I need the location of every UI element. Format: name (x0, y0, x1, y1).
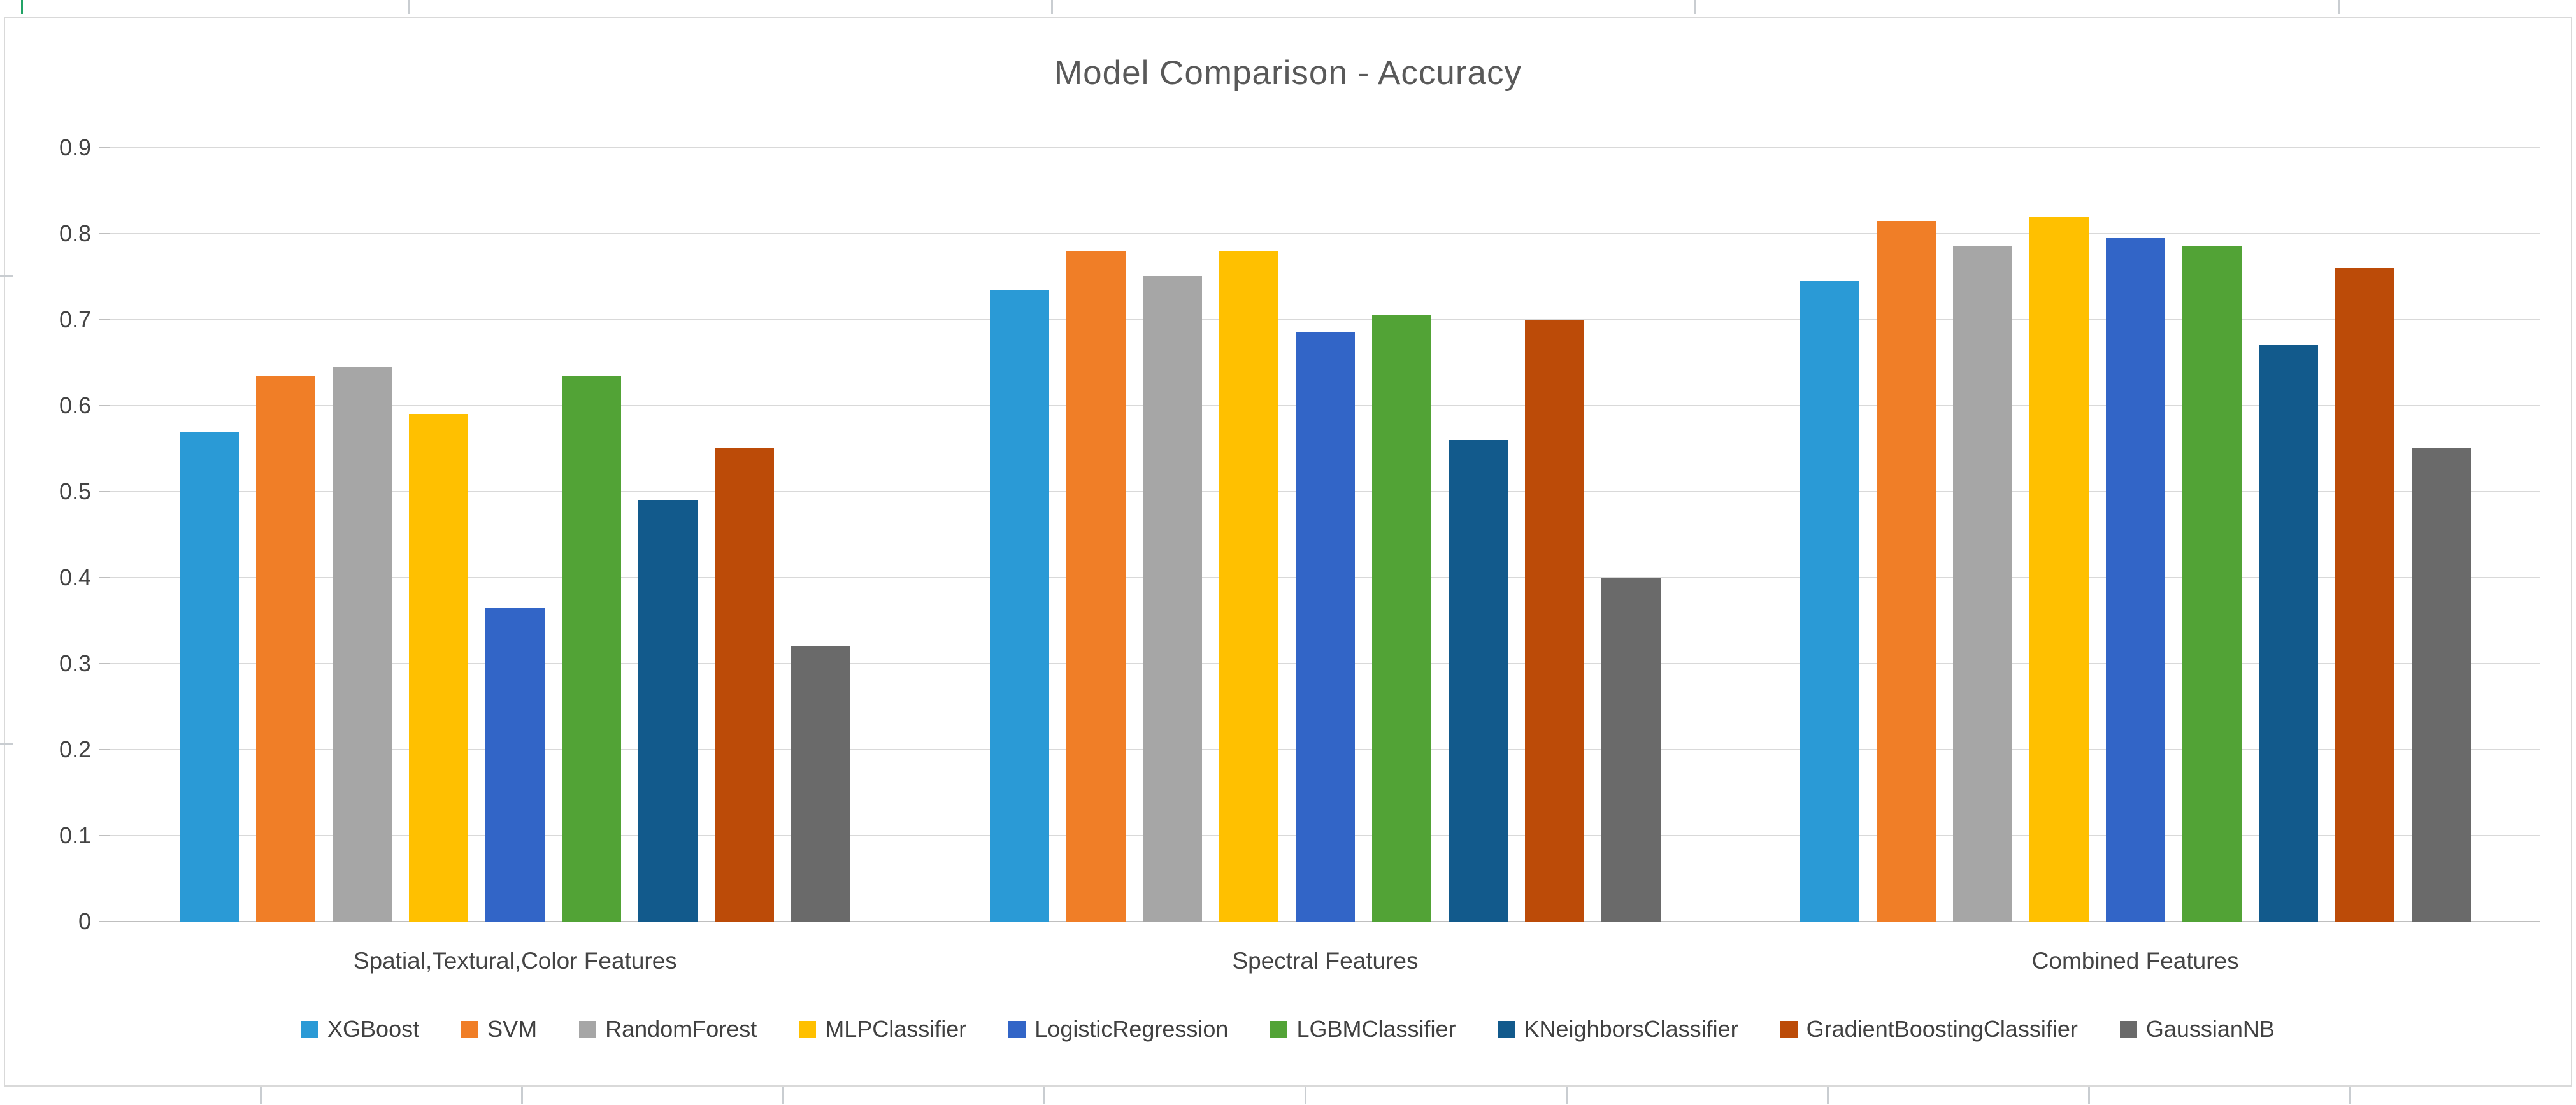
gridline-0.8 (110, 233, 2540, 234)
y-axis-label: 0.4 (59, 564, 91, 590)
legend-item-RandomForest[interactable]: RandomForest (579, 1018, 757, 1041)
y-axis-label: 0.1 (59, 822, 91, 848)
bar-LogisticRegression-group2[interactable] (1296, 332, 1355, 922)
legend-swatch-SVM (461, 1020, 479, 1038)
legend-label: XGBoost (327, 1016, 420, 1042)
legend-swatch-KNeighborsClassifier (1498, 1020, 1515, 1038)
bar-MLPClassifier-group2[interactable] (1219, 251, 1278, 922)
gridline-0.9 (110, 147, 2540, 148)
legend-label: RandomForest (605, 1016, 757, 1042)
y-axis-label: 0.2 (59, 736, 91, 762)
legend-item-LGBMClassifier[interactable]: LGBMClassifier (1270, 1018, 1456, 1041)
y-axis-label: 0.8 (59, 220, 91, 246)
gridline-0 (110, 921, 2540, 922)
y-axis-tick (99, 835, 110, 836)
bar-LogisticRegression-group3[interactable] (2106, 238, 2165, 922)
bar-KNeighborsClassifier-group2[interactable] (1449, 440, 1508, 922)
y-axis-tick (99, 491, 110, 492)
bar-GradientBoostingClassifier-group1[interactable] (715, 448, 774, 922)
legend-item-MLPClassifier[interactable]: MLPClassifier (799, 1018, 966, 1041)
y-axis-label: 0 (78, 908, 91, 934)
legend-item-GradientBoostingClassifier[interactable]: GradientBoostingClassifier (1780, 1018, 2078, 1041)
y-axis-tick (99, 405, 110, 406)
y-axis-tick (99, 921, 110, 922)
bar-GaussianNB-group3[interactable] (2412, 448, 2471, 922)
legend-label: LGBMClassifier (1296, 1016, 1456, 1042)
gridline-0.7 (110, 319, 2540, 320)
y-axis-tick (99, 233, 110, 234)
bar-RandomForest-group1[interactable] (333, 367, 392, 922)
chart-title: Model Comparison - Accuracy (1054, 54, 1522, 92)
legend-label: LogisticRegression (1034, 1016, 1229, 1042)
legend-label: GradientBoostingClassifier (1806, 1016, 2078, 1042)
y-axis-tick (99, 577, 110, 578)
category-label: Combined Features (2031, 948, 2239, 974)
legend-swatch-XGBoost (301, 1020, 319, 1038)
legend-item-KNeighborsClassifier[interactable]: KNeighborsClassifier (1498, 1018, 1738, 1041)
bar-GaussianNB-group1[interactable] (791, 646, 850, 922)
bar-GradientBoostingClassifier-group3[interactable] (2335, 268, 2394, 922)
bar-SVM-group3[interactable] (1877, 221, 1936, 922)
bar-LGBMClassifier-group1[interactable] (562, 376, 621, 922)
legend-swatch-LogisticRegression (1008, 1020, 1026, 1038)
bar-LGBMClassifier-group2[interactable] (1372, 315, 1431, 922)
bar-XGBoost-group3[interactable] (1800, 281, 1859, 922)
bar-RandomForest-group3[interactable] (1953, 246, 2012, 922)
bar-MLPClassifier-group3[interactable] (2029, 217, 2089, 922)
legend-swatch-RandomForest (579, 1020, 597, 1038)
y-axis-tick (99, 319, 110, 320)
legend-item-SVM[interactable]: SVM (461, 1018, 537, 1041)
y-axis-label: 0.9 (59, 134, 91, 160)
y-axis-label: 0.7 (59, 306, 91, 332)
bar-KNeighborsClassifier-group3[interactable] (2259, 345, 2318, 922)
bar-XGBoost-group1[interactable] (180, 432, 239, 922)
legend-item-GaussianNB[interactable]: GaussianNB (2119, 1016, 2275, 1042)
bar-GradientBoostingClassifier-group2[interactable] (1525, 320, 1584, 922)
y-axis-tick (99, 749, 110, 750)
legend-item-LogisticRegression[interactable]: LogisticRegression (1008, 1018, 1228, 1041)
legend-swatch-GradientBoostingClassifier (1780, 1020, 1798, 1038)
bar-SVM-group1[interactable] (256, 376, 315, 922)
legend-label: MLPClassifier (825, 1016, 967, 1042)
legend-swatch-LGBMClassifier (1270, 1020, 1288, 1038)
category-label: Spatial,Textural,Color Features (353, 948, 677, 974)
bar-GaussianNB-group2[interactable] (1601, 578, 1661, 922)
bar-KNeighborsClassifier-group1[interactable] (638, 500, 698, 922)
legend-label: GaussianNB (2145, 1016, 2275, 1042)
bar-LogisticRegression-group1[interactable] (485, 608, 545, 922)
legend-label: SVM (487, 1016, 538, 1042)
y-axis-tick (99, 147, 110, 148)
bar-SVM-group2[interactable] (1066, 251, 1126, 922)
bar-LGBMClassifier-group3[interactable] (2182, 246, 2242, 922)
legend-swatch-GaussianNB (2119, 1020, 2137, 1038)
legend-item-XGBoost[interactable]: XGBoost (301, 1018, 419, 1041)
bar-MLPClassifier-group1[interactable] (409, 414, 468, 922)
y-axis-tick (99, 663, 110, 664)
legend-label: KNeighborsClassifier (1524, 1016, 1738, 1042)
y-axis-label: 0.5 (59, 478, 91, 504)
category-label: Spectral Features (1232, 948, 1419, 974)
legend-swatch-MLPClassifier (799, 1020, 817, 1038)
y-axis-label: 0.3 (59, 650, 91, 676)
chart-legend: XGBoost SVM RandomForest MLPClassifier Logis… (0, 1018, 2576, 1041)
bar-XGBoost-group2[interactable] (990, 290, 1049, 922)
bar-RandomForest-group2[interactable] (1143, 276, 1202, 922)
y-axis-label: 0.6 (59, 392, 91, 418)
